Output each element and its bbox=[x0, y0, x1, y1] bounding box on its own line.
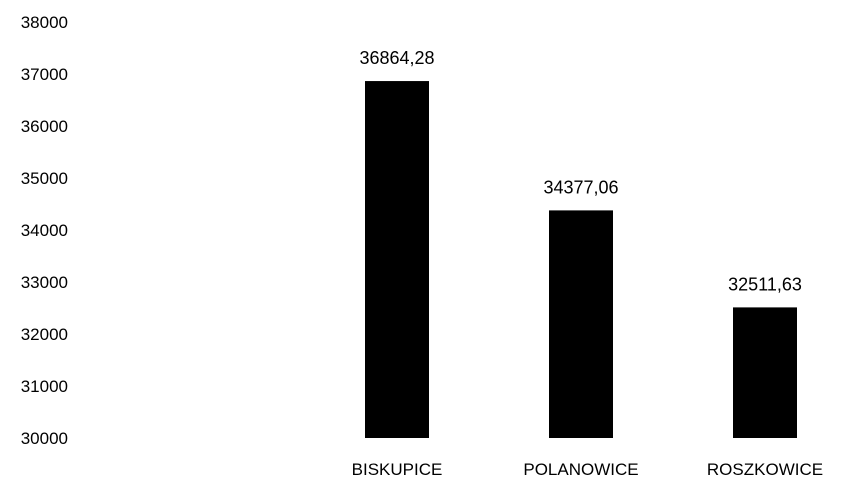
x-axis: BISKUPICE POLANOWICE ROSZKOWICE bbox=[352, 460, 823, 479]
data-label-biskupice: 36864,28 bbox=[359, 48, 434, 68]
data-label-polanowice: 34377,06 bbox=[543, 177, 618, 197]
y-tick-label: 31000 bbox=[21, 377, 68, 396]
y-tick-label: 36000 bbox=[21, 117, 68, 136]
data-label-roszkowice: 32511,63 bbox=[728, 274, 802, 294]
category-label-biskupice: BISKUPICE bbox=[352, 460, 443, 479]
y-tick-label: 32000 bbox=[21, 325, 68, 344]
bar-polanowice bbox=[549, 210, 613, 438]
y-tick-label: 34000 bbox=[21, 221, 68, 240]
category-label-roszkowice: ROSZKOWICE bbox=[707, 460, 823, 479]
bars bbox=[365, 81, 797, 439]
category-label-polanowice: POLANOWICE bbox=[523, 460, 638, 479]
y-tick-label: 30000 bbox=[21, 429, 68, 448]
data-labels: 36864,28 34377,06 32511,63 bbox=[359, 48, 801, 294]
y-tick-label: 37000 bbox=[21, 65, 68, 84]
bar-roszkowice bbox=[733, 307, 797, 438]
y-axis: 30000 31000 32000 33000 34000 35000 36000 37000… bbox=[21, 13, 68, 448]
y-tick-label: 35000 bbox=[21, 169, 68, 188]
bar-biskupice bbox=[365, 81, 429, 439]
y-tick-label: 33000 bbox=[21, 273, 68, 292]
y-tick-label: 38000 bbox=[21, 13, 68, 32]
